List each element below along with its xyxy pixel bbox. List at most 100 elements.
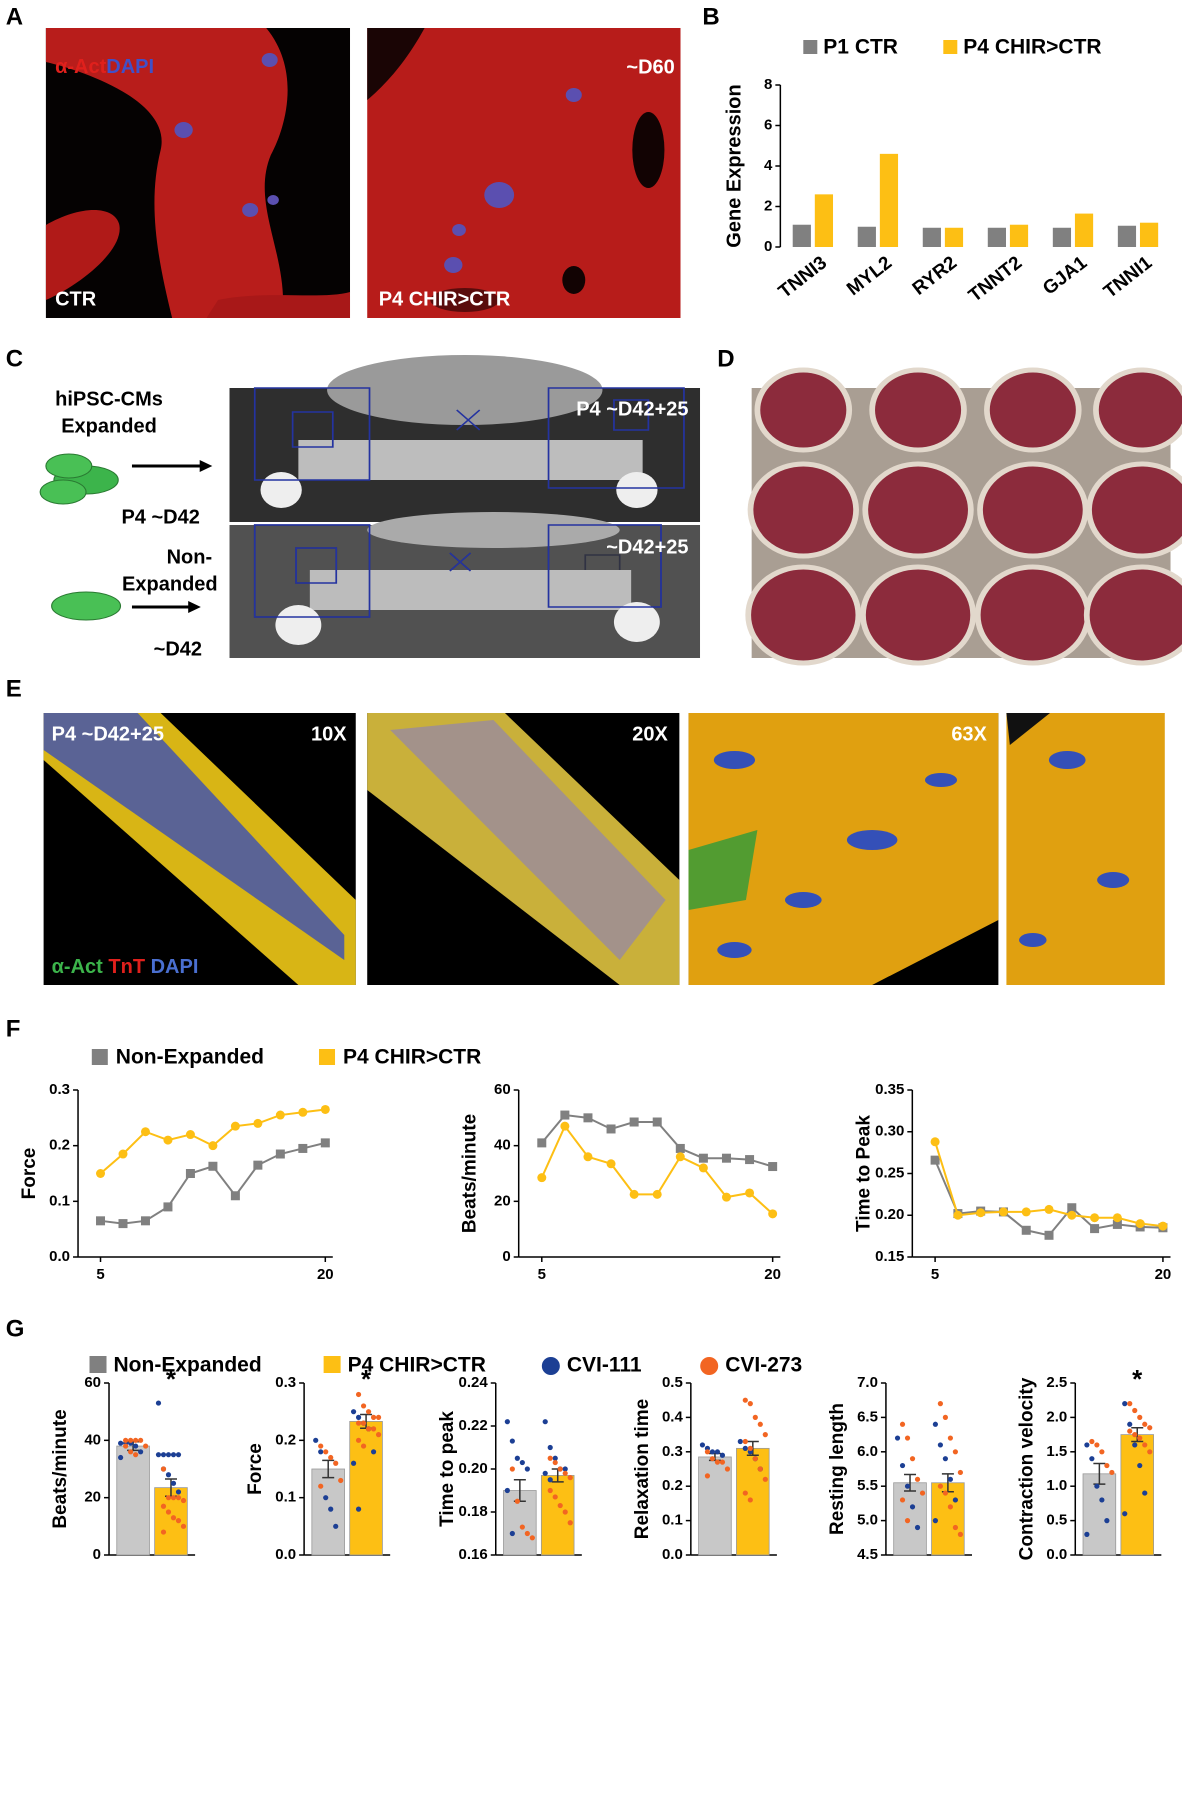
marker [1067,1210,1077,1220]
dot [350,1460,357,1466]
significance: * [1132,1364,1143,1394]
dot [894,1435,901,1441]
dot [1147,1425,1153,1431]
y-axis-label: Contraction velocity [1016,1377,1037,1560]
stain: DAPI [106,56,154,78]
dot [155,1400,162,1406]
dot [747,1401,753,1407]
dot [699,1442,706,1448]
label: 63X [951,723,987,745]
panel-letter: A [6,3,23,30]
dot [942,1456,948,1462]
marker [1044,1204,1054,1214]
marker [560,1110,570,1120]
dot [318,1449,324,1455]
dot [138,1449,144,1455]
panel-letter: C [6,345,23,372]
y-tick-label: 0.0 [275,1546,296,1563]
dot [175,1518,182,1524]
dot [742,1490,748,1496]
cell-icon [45,453,93,479]
dot [1132,1407,1138,1414]
y-tick-label: 6.0 [857,1443,878,1460]
dot [1094,1483,1100,1489]
y-tick-label: 1.0 [1046,1477,1067,1494]
x-tick-label: 20 [1155,1266,1172,1283]
dot [160,1452,167,1458]
marker [1090,1224,1100,1234]
dot [365,1409,372,1415]
marker [118,1219,128,1229]
significance: * [361,1364,372,1394]
dot [552,1494,558,1500]
dot [355,1391,362,1398]
dot [562,1466,568,1472]
stain: α-Act [55,56,107,78]
nucleus [242,203,259,217]
y-tick-label: 0.18 [459,1503,488,1520]
dot [504,1487,510,1494]
bar [698,1456,732,1556]
marker [185,1130,195,1140]
label: 10X [311,723,347,745]
x-tick-label: TNNT2 [965,252,1026,306]
dot [704,1449,711,1455]
nucleus [267,195,279,205]
bar [1139,222,1159,247]
marker [721,1153,731,1163]
legend-swatch [700,1357,719,1375]
y-tick-label: 0 [93,1546,101,1563]
tissue [298,440,643,480]
dot [542,1419,548,1425]
dot [742,1397,748,1403]
dot [160,1466,167,1472]
legend-label: CVI-273 [725,1354,802,1377]
y-tick-label: 4 [764,157,773,174]
marker [675,1152,685,1162]
y-tick-label: 0.5 [662,1374,683,1391]
dot [370,1449,377,1455]
dot [904,1483,911,1489]
marker [320,1104,330,1114]
marker [652,1189,662,1199]
tissue [390,720,666,960]
dot [1089,1456,1095,1462]
dot [514,1455,520,1461]
dot [370,1414,377,1420]
x-tick-label: 20 [764,1266,781,1283]
nucleus [261,53,278,67]
y-tick-label: 0.4 [662,1408,684,1425]
arrow-head [188,601,201,613]
dot [1127,1401,1133,1407]
dot [170,1480,177,1486]
dot [1127,1428,1133,1434]
dot [937,1483,943,1489]
micrographs [39,28,1182,985]
dot [737,1438,743,1445]
dot [1089,1438,1095,1445]
y-tick-label: 0.3 [662,1443,683,1460]
marker [768,1209,778,1219]
marker [1044,1230,1054,1240]
label: Expanded [122,573,218,595]
y-tick-label: 0.3 [49,1081,70,1098]
dot [752,1414,758,1420]
y-axis-label: Time to Peak [853,1115,874,1232]
cell [45,210,120,300]
y-tick-label: 0.5 [1046,1512,1067,1529]
dot [175,1489,182,1495]
dot [1122,1401,1128,1407]
bar [1117,225,1137,247]
marker [208,1161,218,1171]
dot [1099,1449,1105,1455]
nuclei [1019,751,1130,947]
post [613,602,660,642]
legend-swatch [803,40,818,54]
x-tick-label: GJA1 [1039,252,1091,299]
legend-label: P4 CHIR>CTR [348,1354,486,1377]
dot [719,1459,726,1465]
dot [704,1473,711,1479]
dot [1099,1497,1105,1503]
stain: α-Act [52,956,104,978]
dot [709,1456,716,1462]
